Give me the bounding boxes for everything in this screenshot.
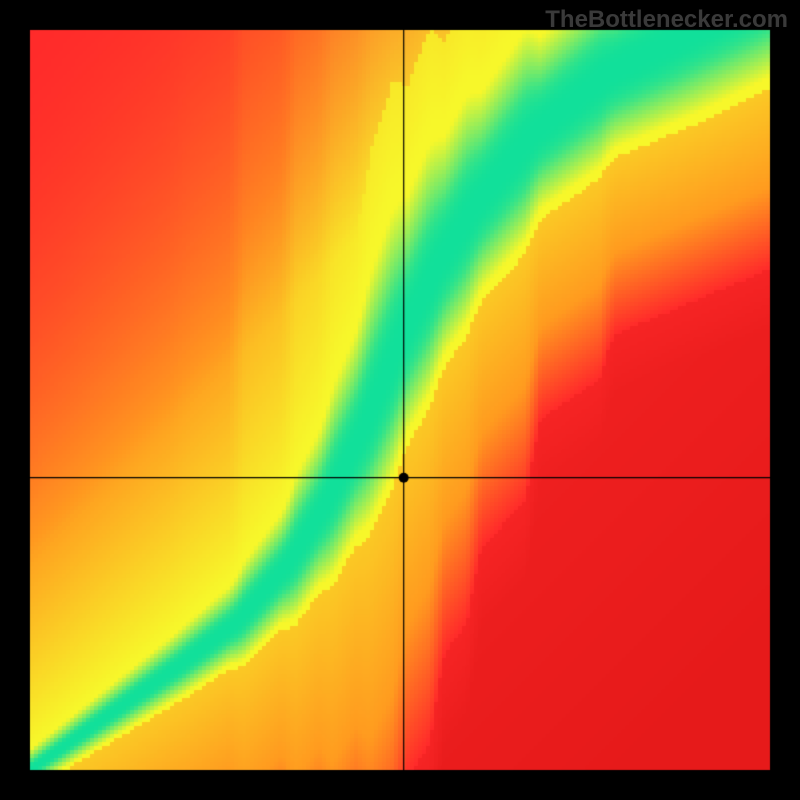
heatmap-canvas [0, 0, 800, 800]
heatmap-container: TheBottlenecker.com [0, 0, 800, 800]
watermark-text: TheBottlenecker.com [545, 6, 788, 34]
